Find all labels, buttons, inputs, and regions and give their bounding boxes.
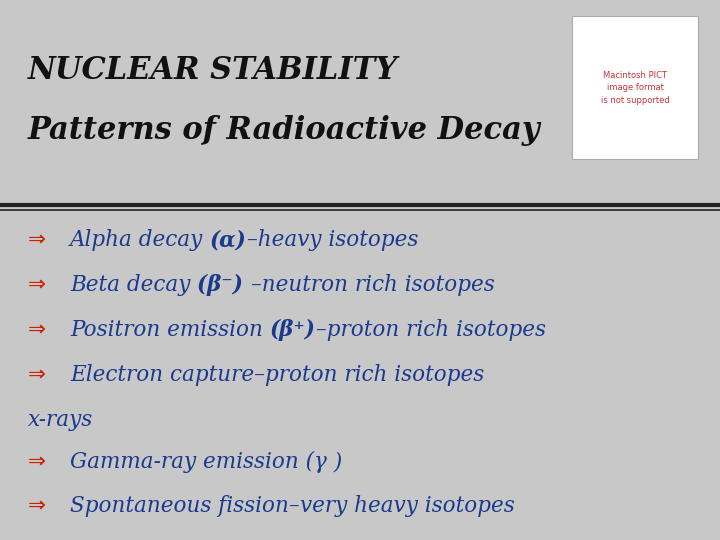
Text: ⇒: ⇒ — [28, 230, 46, 250]
Text: NUCLEAR STABILITY: NUCLEAR STABILITY — [28, 55, 398, 86]
Text: γ: γ — [314, 451, 327, 473]
Text: proton rich isotopes: proton rich isotopes — [265, 364, 484, 386]
Text: ⇒: ⇒ — [28, 452, 46, 472]
Text: ⇒: ⇒ — [28, 320, 46, 340]
Text: x-rays: x-rays — [28, 409, 94, 431]
Text: Gamma-ray emission (: Gamma-ray emission ( — [70, 451, 314, 473]
Text: ⇒: ⇒ — [28, 275, 46, 295]
Text: (β⁺): (β⁺) — [270, 319, 315, 341]
Text: –heavy isotopes: –heavy isotopes — [247, 229, 418, 251]
Text: (α): (α) — [210, 229, 247, 251]
Text: ⇒: ⇒ — [28, 365, 46, 385]
Text: Alpha decay: Alpha decay — [70, 229, 210, 251]
Text: Electron capture–: Electron capture– — [70, 364, 265, 386]
Text: Positron emission: Positron emission — [70, 319, 270, 341]
Text: Macintosh PICT
image format
is not supported: Macintosh PICT image format is not suppo… — [601, 71, 670, 105]
Text: Spontaneous fission–: Spontaneous fission– — [70, 495, 300, 517]
Text: (β⁻): (β⁻) — [197, 274, 251, 296]
Text: ): ) — [327, 451, 342, 473]
Bar — [572, 16, 698, 159]
Text: ⇒: ⇒ — [28, 496, 46, 516]
Text: –proton rich isotopes: –proton rich isotopes — [315, 319, 546, 341]
Text: Beta decay: Beta decay — [70, 274, 197, 296]
Text: very heavy isotopes: very heavy isotopes — [300, 495, 514, 517]
Text: –neutron rich isotopes: –neutron rich isotopes — [251, 274, 495, 296]
Text: Patterns of Radioactive Decay: Patterns of Radioactive Decay — [28, 115, 541, 146]
